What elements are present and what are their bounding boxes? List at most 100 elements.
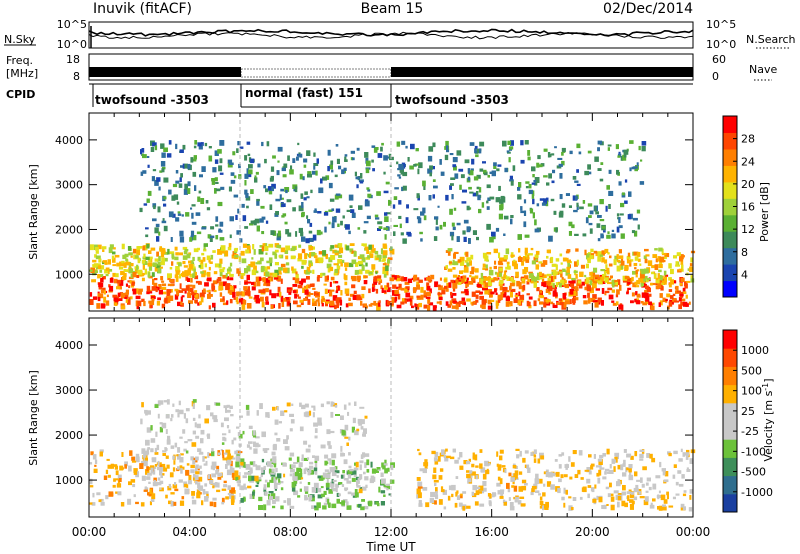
data-cell xyxy=(667,305,670,310)
data-cell xyxy=(306,150,311,156)
data-cell xyxy=(398,176,402,179)
data-cell xyxy=(633,263,638,267)
data-cell xyxy=(636,293,641,297)
data-cell xyxy=(243,496,246,502)
data-cell xyxy=(418,492,422,499)
data-cell xyxy=(367,193,372,198)
data-cell xyxy=(182,271,186,278)
data-cell xyxy=(472,230,477,235)
data-cell xyxy=(382,258,386,262)
data-cell xyxy=(240,498,244,503)
data-cell xyxy=(652,254,658,258)
data-cell xyxy=(610,504,615,511)
data-cell xyxy=(253,461,256,465)
data-cell xyxy=(670,279,674,285)
data-cell xyxy=(448,282,452,288)
data-cell xyxy=(120,270,125,276)
cpid-panel: CPID twofsound -3503 normal (fast) 151 t… xyxy=(6,83,693,108)
data-cell xyxy=(554,287,557,293)
data-cell xyxy=(433,480,439,483)
data-cell xyxy=(545,471,550,478)
data-cell xyxy=(200,142,204,146)
data-cell xyxy=(674,300,679,303)
data-cell xyxy=(594,302,599,308)
data-cell xyxy=(588,470,592,475)
data-cell xyxy=(383,227,389,231)
data-cell xyxy=(597,302,601,305)
data-cell xyxy=(286,402,291,407)
data-cell xyxy=(460,174,465,179)
data-cell xyxy=(112,257,116,263)
data-cell xyxy=(175,143,178,150)
data-cell xyxy=(303,164,307,168)
data-cell xyxy=(594,484,597,489)
data-cell xyxy=(604,248,609,253)
data-cell xyxy=(332,280,337,284)
data-cell xyxy=(148,256,153,260)
data-cell xyxy=(146,198,150,203)
data-cell xyxy=(199,470,203,475)
data-cell xyxy=(226,425,230,429)
data-cell xyxy=(510,254,515,257)
data-cell xyxy=(107,269,110,274)
data-cell xyxy=(154,180,159,186)
data-cell xyxy=(609,255,612,259)
colorbar-tick-label: 12 xyxy=(741,223,755,236)
data-cell xyxy=(284,410,288,413)
data-cell xyxy=(240,250,245,256)
data-cell xyxy=(89,299,94,305)
data-cell xyxy=(648,293,652,297)
data-cell xyxy=(517,257,523,262)
data-cell xyxy=(457,457,461,460)
data-cell xyxy=(127,498,132,505)
data-cell xyxy=(236,268,241,274)
data-cell xyxy=(570,281,575,287)
data-cell xyxy=(383,484,388,488)
data-cell xyxy=(300,231,304,237)
data-cell xyxy=(624,275,629,280)
data-cell xyxy=(301,248,306,254)
data-cell xyxy=(531,276,536,282)
data-cell xyxy=(462,491,467,494)
data-cell xyxy=(198,144,203,150)
data-cell xyxy=(265,288,269,293)
data-cell xyxy=(161,473,165,476)
data-cell xyxy=(274,432,278,436)
data-cell xyxy=(228,429,231,434)
data-cell xyxy=(177,301,182,307)
data-cell xyxy=(657,282,662,288)
data-cell xyxy=(265,271,270,277)
data-cell xyxy=(193,145,197,149)
data-cell xyxy=(198,452,204,455)
data-cell xyxy=(496,168,500,172)
data-cell xyxy=(354,401,357,406)
data-cell xyxy=(497,490,502,495)
data-cell xyxy=(360,419,365,425)
data-cell xyxy=(252,464,258,467)
data-cell xyxy=(466,298,471,302)
data-cell xyxy=(313,255,318,259)
data-cell xyxy=(383,273,387,278)
data-cell xyxy=(532,174,535,178)
data-cell xyxy=(429,497,435,503)
data-cell xyxy=(184,249,189,252)
data-cell xyxy=(482,276,487,279)
data-cell xyxy=(223,480,227,484)
data-cell xyxy=(368,304,373,307)
data-cell xyxy=(192,399,197,403)
data-cell xyxy=(542,504,544,511)
data-cell xyxy=(462,189,467,193)
data-cell xyxy=(240,461,244,466)
data-cell xyxy=(447,248,453,252)
data-cell xyxy=(249,493,254,499)
data-cell xyxy=(118,478,122,483)
data-cell xyxy=(233,437,237,441)
data-cell xyxy=(311,170,317,175)
data-cell xyxy=(265,188,269,193)
data-cell xyxy=(133,468,138,473)
data-cell xyxy=(418,162,423,169)
data-cell xyxy=(189,273,193,278)
data-cell xyxy=(393,196,398,200)
data-cell xyxy=(619,284,622,291)
data-cell xyxy=(661,283,664,286)
